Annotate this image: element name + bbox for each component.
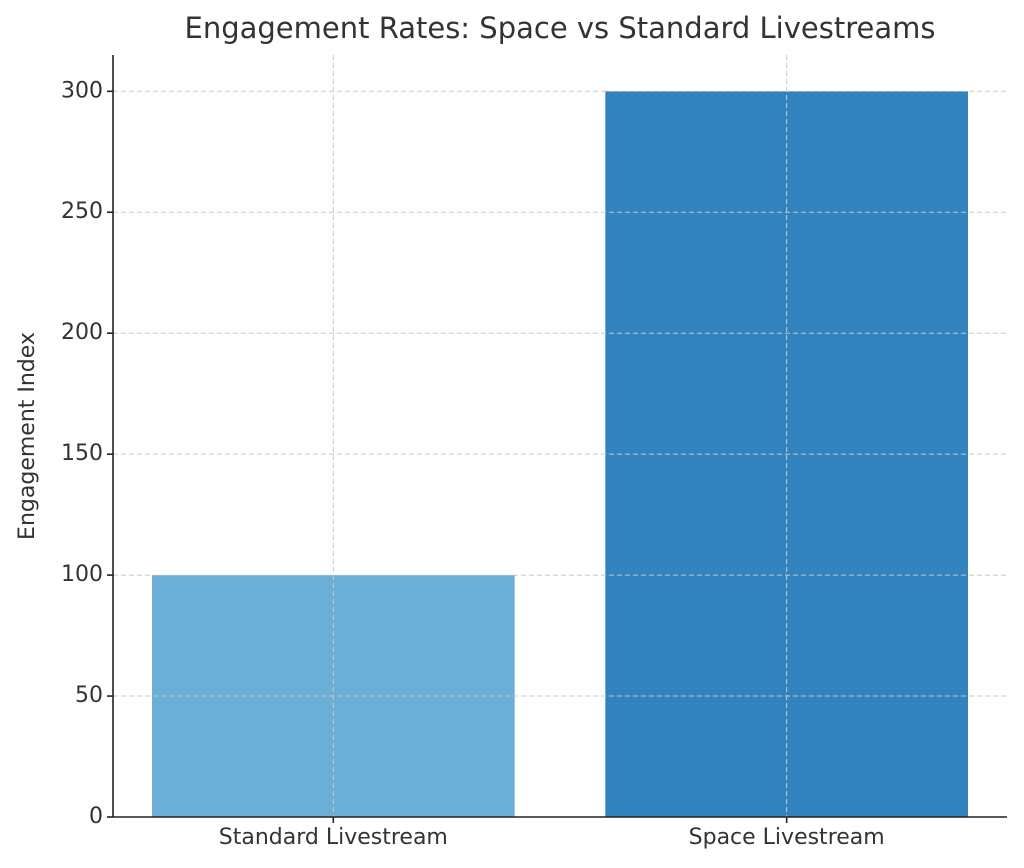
y-tick-label: 100 bbox=[61, 562, 103, 587]
y-tick-label: 200 bbox=[61, 320, 103, 345]
x-tick-label: Space Livestream bbox=[689, 825, 885, 850]
chart-title: Engagement Rates: Space vs Standard Live… bbox=[185, 11, 936, 45]
y-tick-label: 150 bbox=[61, 441, 103, 466]
x-tick-label: Standard Livestream bbox=[219, 825, 448, 850]
y-tick-label: 250 bbox=[61, 199, 103, 224]
y-tick-label: 50 bbox=[75, 683, 103, 708]
y-tick-label: 0 bbox=[89, 804, 103, 829]
y-tick-label: 300 bbox=[61, 78, 103, 103]
y-axis-label: Engagement Index bbox=[15, 332, 40, 540]
